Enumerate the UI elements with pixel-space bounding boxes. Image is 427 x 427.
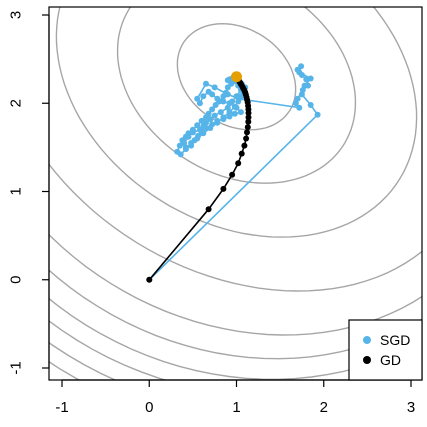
- data-series: [146, 63, 321, 283]
- sgd-point: [231, 110, 238, 117]
- sgd-point: [237, 109, 244, 116]
- sgd-point: [200, 93, 207, 100]
- legend-label-sgd: SGD: [380, 332, 410, 348]
- contour-line-3: [55, 7, 418, 238]
- sgd-point: [296, 104, 303, 111]
- x-tick-label: 1: [232, 399, 240, 416]
- sgd-point: [189, 126, 196, 133]
- sgd-point: [229, 98, 236, 105]
- legend-box: [348, 319, 423, 381]
- sgd-point: [196, 100, 203, 107]
- sgd-point: [303, 76, 310, 83]
- sgd-point: [211, 84, 218, 91]
- y-tick-label: 1: [8, 187, 25, 195]
- x-tick-label: -1: [55, 399, 68, 416]
- sgd-point: [200, 130, 207, 137]
- sgd-point: [203, 114, 209, 121]
- gd-point: [146, 276, 153, 283]
- sgd-point: [182, 146, 189, 153]
- sgd-point: [188, 140, 195, 146]
- gd-point: [235, 160, 242, 167]
- optimum-point: [231, 71, 242, 83]
- contour-line-4: [49, 163, 422, 292]
- sgd-point: [194, 95, 201, 102]
- gd-point: [238, 150, 245, 157]
- sgd-point: [294, 95, 301, 102]
- gd-point: [244, 129, 250, 136]
- gd-point: [229, 171, 236, 178]
- legend-marker-sgd: [363, 336, 371, 344]
- sgd-point: [209, 91, 216, 98]
- sgd-point: [220, 93, 227, 100]
- sgd-point: [307, 102, 314, 108]
- sgd-point: [176, 142, 183, 149]
- sgd-point: [212, 102, 219, 108]
- gd-point: [245, 114, 252, 121]
- sgd-point: [179, 137, 186, 144]
- sgd-point: [198, 117, 205, 124]
- sgd-point: [220, 98, 227, 105]
- sgd-point: [217, 109, 224, 116]
- gd-point: [241, 142, 248, 149]
- y-tick-label: 2: [8, 99, 25, 107]
- sgd-point: [209, 106, 216, 113]
- x-tick-label: 3: [407, 399, 415, 416]
- sgd-point: [211, 112, 218, 119]
- gd-point: [243, 135, 250, 142]
- gd-point: [220, 185, 227, 192]
- x-tick-label: 0: [145, 399, 153, 416]
- gd-point: [245, 118, 252, 125]
- legend: SGD GD: [348, 319, 423, 381]
- sgd-point: [226, 109, 233, 116]
- sgd-point: [203, 80, 209, 87]
- gd-point: [205, 206, 212, 213]
- legend-label-gd: GD: [380, 352, 401, 368]
- sgd-point: [294, 66, 301, 73]
- sgd-point: [207, 125, 214, 131]
- sgd-point: [298, 72, 305, 78]
- sgd-point: [235, 98, 242, 105]
- sgd-point: [305, 82, 311, 89]
- sgd-point: [194, 122, 201, 129]
- sgd-point: [231, 103, 238, 110]
- sgd-point: [226, 113, 233, 120]
- gd-point: [244, 124, 251, 131]
- contour-line-6: [49, 269, 422, 360]
- y-tick-label: 3: [8, 11, 25, 19]
- sgd-point: [224, 84, 231, 91]
- sgd-point: [214, 119, 221, 126]
- sgd-point: [220, 114, 227, 121]
- contour-line-5: [49, 233, 422, 336]
- sgd-point: [177, 151, 184, 158]
- x-tick-label: 2: [320, 399, 328, 416]
- sgd-point: [194, 135, 201, 142]
- legend-marker-gd: [363, 356, 371, 364]
- sgd-point: [233, 93, 240, 100]
- contour-line-7: [49, 297, 422, 380]
- sgd-point: [314, 111, 321, 118]
- sgd-point: [292, 100, 299, 107]
- contour-line-2: [116, 7, 357, 184]
- sgd-point: [299, 87, 306, 93]
- y-tick-label: 0: [8, 276, 25, 284]
- y-tick-label: -1: [8, 361, 25, 374]
- contour-line-1: [176, 22, 297, 131]
